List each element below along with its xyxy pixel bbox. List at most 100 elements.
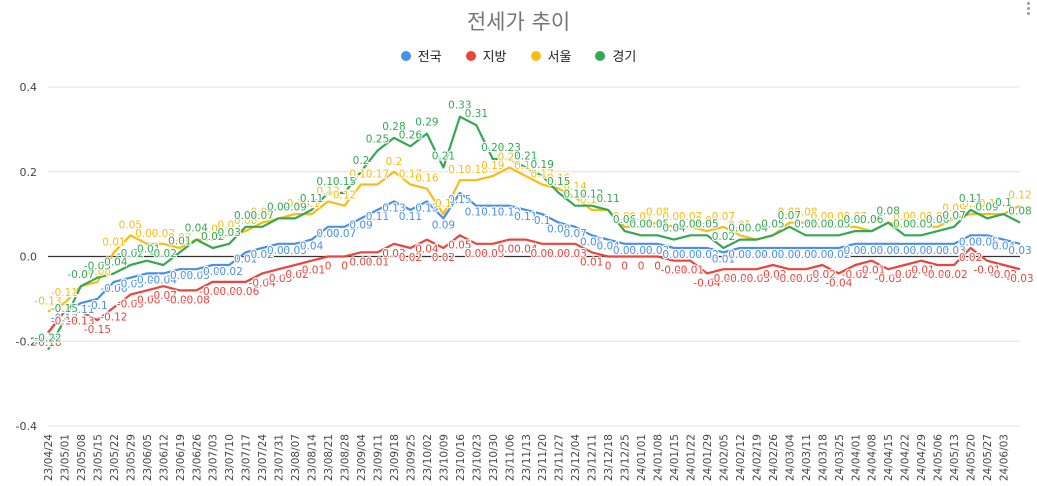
data-label-전국: 0.11 [399, 211, 422, 223]
x-tick-label: 23/10/16 [455, 434, 467, 481]
data-label-경기: 0.21 [514, 151, 537, 163]
data-label-지방: 0.05 [448, 239, 471, 251]
x-tick-label: 24/01/08 [653, 434, 665, 481]
data-label-경기: 0.29 [415, 117, 438, 129]
data-label-서울: 0.03 [152, 228, 175, 240]
data-label-서울: 0.06 [234, 215, 258, 227]
x-tick-label: 23/07/10 [224, 434, 236, 481]
data-label-지방: 0 [325, 261, 332, 273]
data-label-지방: 0.02 [432, 252, 455, 264]
data-label-경기: 0.23 [481, 142, 504, 154]
data-label-전국: 0.02 [794, 249, 817, 261]
data-label-전국: 0.02 [761, 249, 784, 261]
data-label-경기: 0.05 [893, 218, 916, 230]
data-label-지방: 0.04 [498, 244, 522, 256]
data-label-경기: 0.05 [679, 218, 702, 230]
data-label-서울: 0.19 [514, 160, 537, 172]
data-label-지방: -0.03 [743, 273, 770, 285]
data-label-지방: 0.03 [481, 248, 504, 260]
data-label-서울: -0.11 [51, 287, 78, 299]
data-label-전국: -0.1 [87, 300, 108, 312]
data-label-지방: 0.04 [415, 244, 439, 256]
data-label-지방: -0.08 [166, 294, 193, 306]
x-tick-label: 24/05/13 [949, 434, 961, 481]
data-label-지방: 0.03 [465, 248, 488, 260]
data-label-서울: 0.1 [962, 198, 979, 210]
data-label-서울: 0.2 [386, 156, 403, 168]
legend-item-서울[interactable]: 서울 [530, 46, 571, 65]
data-label-전국: 0.07 [563, 228, 586, 240]
data-label-서울: 0.16 [547, 173, 571, 185]
x-tick-label: 23/10/23 [471, 434, 483, 481]
x-tick-label: 23/05/01 [59, 434, 71, 481]
data-label-서울: 0.1 [287, 198, 304, 210]
x-tick-label: 24/04/22 [900, 434, 912, 481]
data-label-경기: 0.11 [959, 193, 982, 205]
data-label-경기: 0.05 [695, 218, 718, 230]
data-label-경기: 0.08 [877, 206, 900, 218]
data-label-경기: 0.05 [794, 218, 817, 230]
legend-item-지방[interactable]: 지방 [465, 46, 507, 65]
x-tick-label: 23/05/08 [76, 434, 88, 481]
data-label-서울: 0.04 [185, 224, 209, 236]
data-label-지방: -0.06 [216, 286, 243, 298]
data-label-전국: -0.11 [67, 304, 94, 316]
x-tick-label: 24/01/01 [636, 434, 648, 481]
data-label-경기: 0.11 [596, 193, 619, 205]
data-label-전국: 0.03 [877, 245, 900, 257]
series-line-전국 [47, 191, 1021, 334]
x-tick-label: 23/05/15 [92, 434, 104, 481]
y-tick-label: 0.0 [20, 251, 38, 264]
data-label-서울: 0.04 [745, 224, 769, 236]
data-label-경기: 0.05 [629, 218, 652, 230]
legend-item-전국[interactable]: 전국 [400, 46, 442, 65]
y-tick-label: 0.2 [20, 166, 38, 179]
x-tick-label: 23/05/22 [109, 434, 121, 481]
series-line-경기 [47, 115, 1021, 351]
data-label-지방: -0.02 [282, 269, 309, 281]
data-label-지방: -0.04 [825, 277, 852, 289]
data-label-경기: 0.25 [366, 134, 389, 146]
data-label-지방: -0.01 [298, 265, 325, 277]
data-label-전국: 0.04 [300, 241, 324, 253]
x-tick-label: 24/04/29 [916, 434, 928, 481]
data-label-지방: -0.02 [759, 269, 786, 281]
data-label-서울: 0.08 [877, 207, 900, 219]
data-label-전국: 0.05 [975, 236, 998, 248]
data-label-경기: 0.05 [646, 218, 669, 230]
data-label-지방: 0.02 [959, 252, 982, 264]
data-label-서울: 0.17 [366, 168, 389, 180]
data-label-경기: 0.01 [168, 235, 191, 247]
data-label-경기: 0.07 [778, 210, 801, 222]
x-tick-label: 24/03/11 [801, 434, 813, 481]
data-label-경기: 0.06 [844, 214, 868, 226]
data-label-서울: 0.06 [860, 215, 884, 227]
data-label-서울: 0.12 [333, 190, 356, 202]
data-label-서울: 0.16 [415, 173, 439, 185]
data-label-경기: 0.12 [563, 189, 586, 201]
data-label-전국: 0.1 [534, 215, 551, 227]
data-label-서울: 0.18 [448, 164, 471, 176]
data-label-지방: -0.03 [726, 273, 753, 285]
data-label-전국: -0.02 [216, 266, 243, 278]
data-label-전국: -0.04 [150, 274, 177, 286]
x-tick-label: 23/12/18 [603, 434, 615, 481]
data-label-전국: -0.04 [133, 274, 160, 286]
data-label-서울: 0.06 [695, 215, 719, 227]
data-label-경기: 0.06 [613, 214, 637, 226]
legend-item-경기[interactable]: 경기 [595, 46, 636, 65]
x-tick-label: 24/03/18 [817, 434, 829, 481]
data-label-서울: 0.08 [794, 207, 817, 219]
x-tick-label: 23/07/17 [241, 434, 253, 481]
x-tick-label: 23/06/19 [175, 434, 187, 481]
data-label-서울: 0.07 [629, 211, 652, 223]
data-label-전국: 0.03 [844, 245, 867, 257]
data-label-전국: 0.04 [596, 241, 620, 253]
kebab-menu-icon[interactable] [1027, 2, 1033, 16]
data-label-경기: 0.05 [761, 218, 784, 230]
data-label-전국: 0.09 [349, 219, 372, 231]
x-tick-label: 23/10/02 [422, 434, 434, 481]
x-tick-label: 24/02/19 [751, 434, 763, 481]
data-label-지방: 0 [341, 261, 348, 273]
